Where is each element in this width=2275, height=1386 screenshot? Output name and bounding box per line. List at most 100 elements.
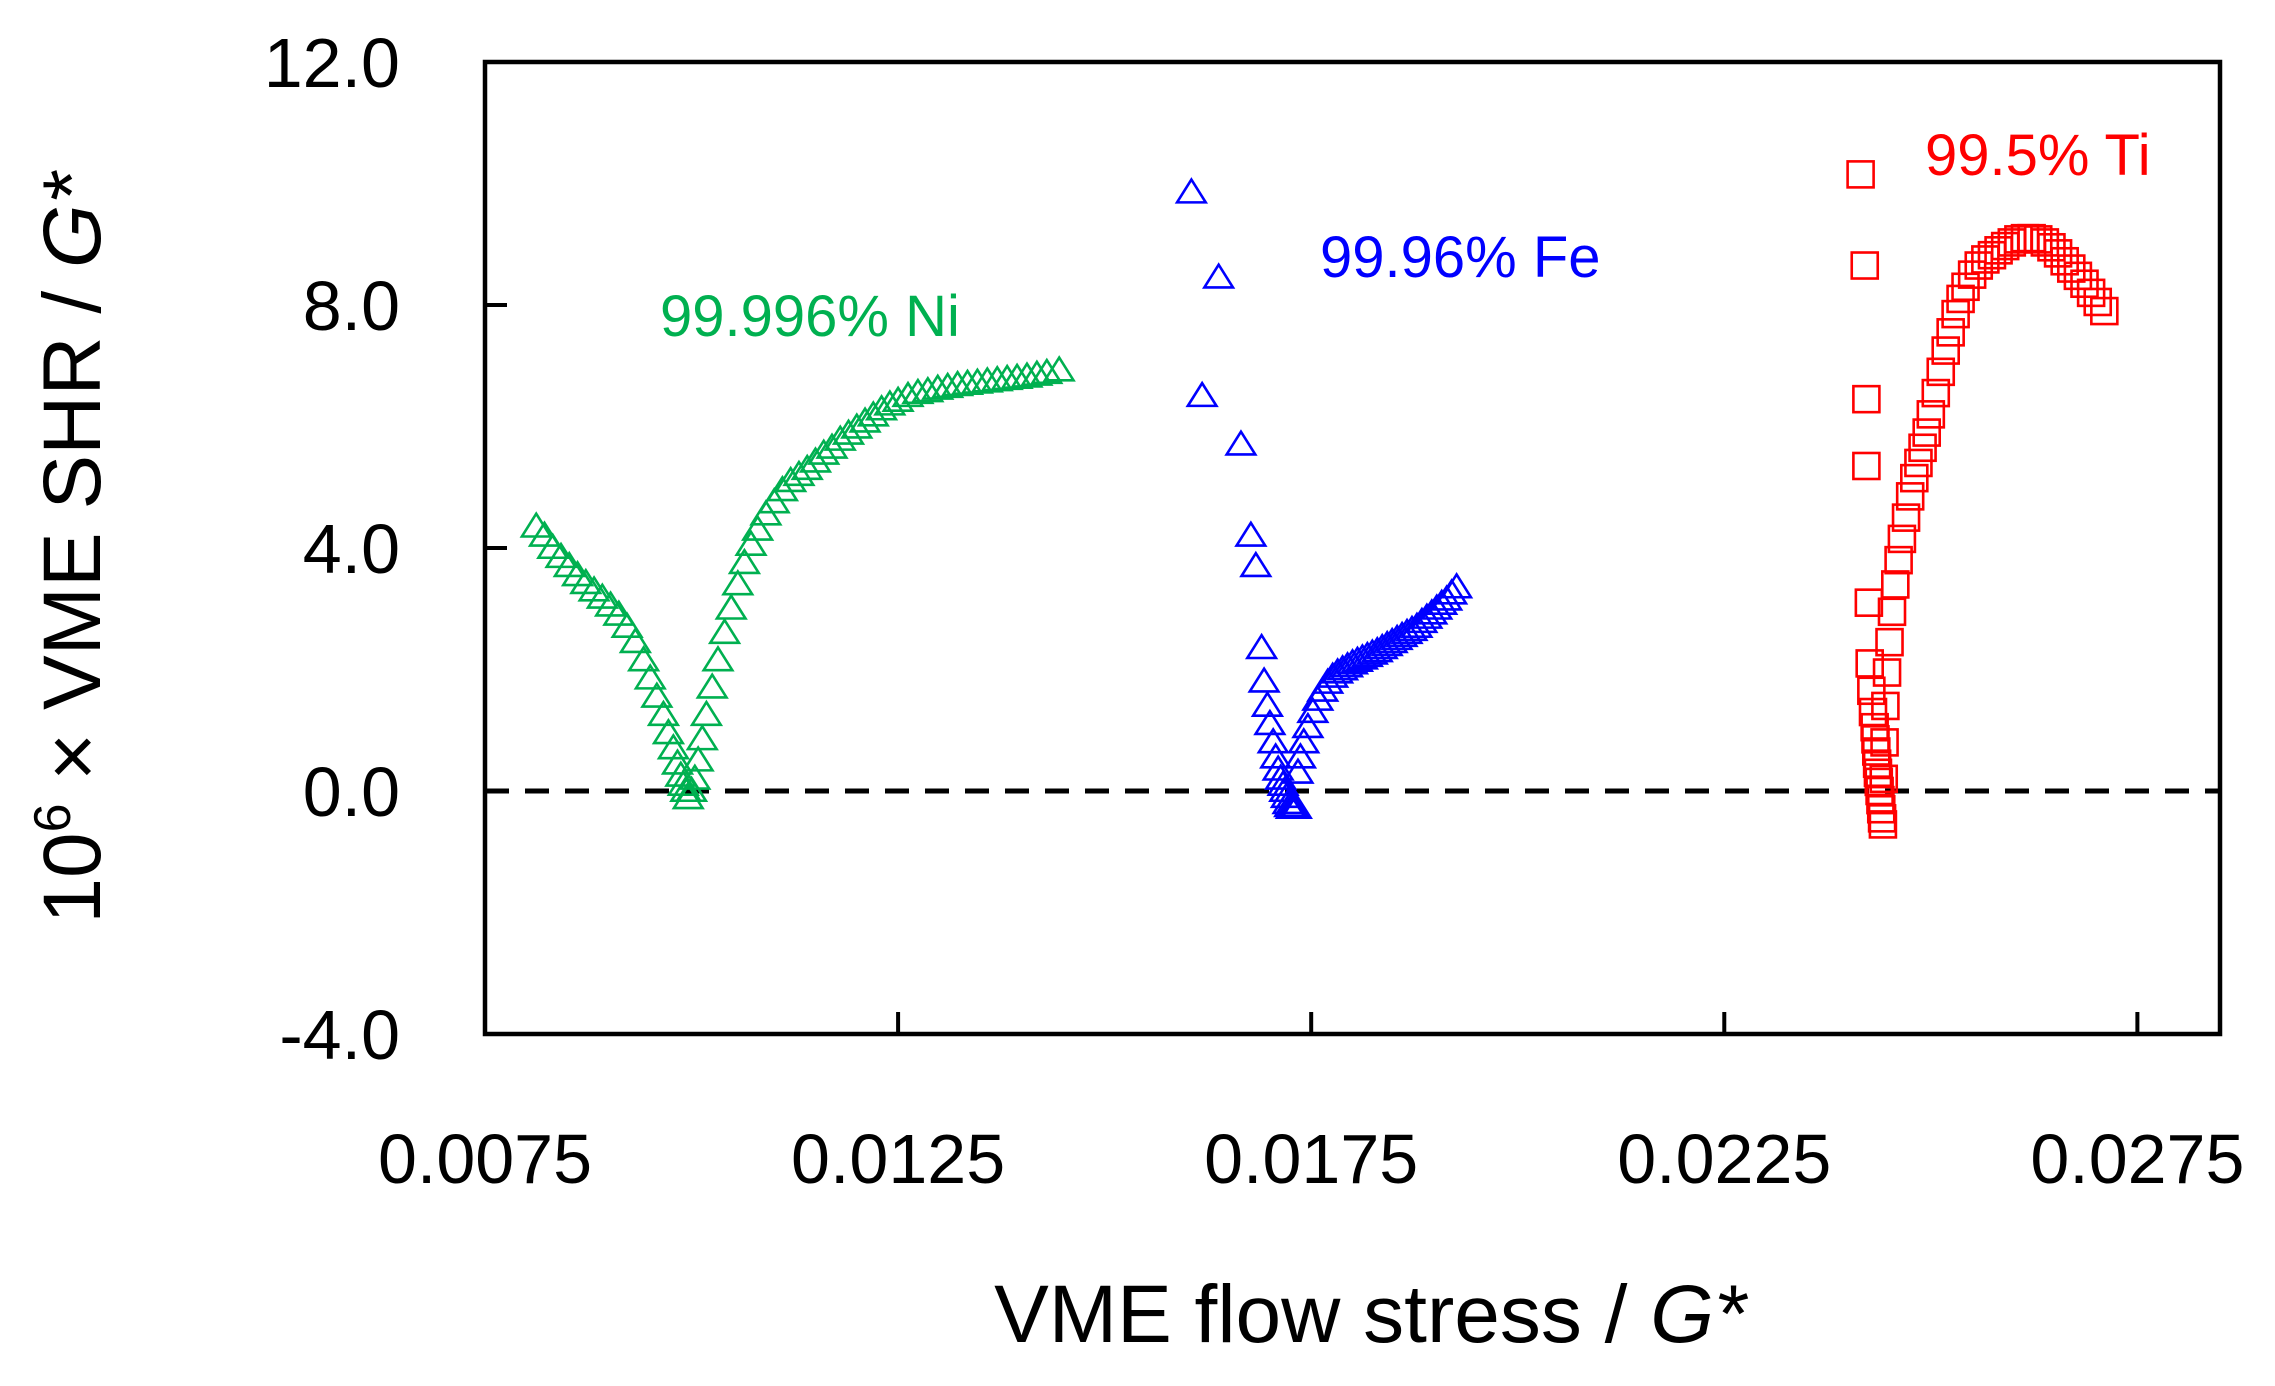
data-point	[1904, 448, 1933, 478]
data-point	[921, 373, 955, 400]
data-point	[1259, 742, 1293, 769]
data-point	[646, 699, 681, 727]
data-point	[782, 459, 816, 487]
data-point	[685, 723, 719, 751]
data-point	[1852, 384, 1881, 414]
data-point	[640, 681, 674, 708]
data-point	[1871, 691, 1900, 721]
data-point	[734, 529, 768, 557]
data-point	[1239, 550, 1273, 578]
y-tick-label: 12.0	[264, 24, 400, 102]
data-point	[1385, 620, 1419, 648]
data-point	[1926, 357, 1956, 387]
data-point	[1234, 520, 1268, 547]
data-point	[1846, 160, 1875, 189]
data-point	[1941, 299, 1970, 329]
data-point	[1852, 451, 1881, 481]
data-point	[1020, 359, 1054, 386]
y-tick-label: -4.0	[279, 996, 400, 1074]
data-point	[721, 569, 755, 596]
series-3	[1846, 160, 2119, 839]
data-point	[1185, 380, 1219, 408]
series-2	[1174, 177, 1474, 820]
data-point	[678, 763, 712, 790]
data-point	[1420, 593, 1454, 620]
data-point	[689, 699, 724, 727]
data-point	[1872, 658, 1902, 687]
y-tick-label: 0.0	[303, 753, 400, 831]
data-point	[701, 644, 735, 672]
data-point	[790, 453, 824, 481]
x-axis-title: VME flow stress / G*	[994, 1269, 1749, 1360]
data-point	[1287, 726, 1321, 754]
data-point	[1283, 742, 1318, 769]
data-point	[1875, 627, 1904, 657]
data-point	[1202, 262, 1236, 289]
data-point	[1900, 463, 1929, 493]
data-point	[681, 745, 715, 772]
series-label-3: 99.5% Ti	[1925, 123, 2151, 188]
x-tick-label: 0.0275	[2030, 1120, 2244, 1198]
data-point	[1244, 632, 1279, 660]
data-point	[1256, 726, 1290, 754]
data-point	[1855, 649, 1884, 678]
data-point	[1908, 433, 1937, 463]
data-point	[1042, 355, 1076, 382]
data-point	[2083, 287, 2113, 317]
x-tick-label: 0.0225	[1617, 1120, 1831, 1198]
data-point	[714, 593, 748, 620]
data-point	[1936, 318, 1965, 347]
data-point	[1916, 400, 1946, 429]
y-axis-title: 106 × VME SHR / G*	[24, 169, 118, 923]
data-point	[1868, 810, 1898, 839]
data-point	[633, 663, 667, 690]
data-point	[1174, 177, 1209, 204]
data-point	[1405, 606, 1439, 634]
data-point	[707, 617, 742, 645]
data-point	[1281, 757, 1315, 784]
data-point	[891, 380, 925, 408]
data-point	[618, 626, 653, 654]
x-tick-label: 0.0175	[1204, 1120, 1418, 1198]
series-1	[519, 355, 1076, 810]
data-point	[864, 394, 899, 421]
data-point	[660, 748, 695, 775]
series-label-2: 99.96% Fe	[1320, 225, 1601, 290]
data-point	[765, 474, 800, 502]
series-label-1: 99.996% Ni	[660, 284, 960, 349]
data-point	[1010, 361, 1044, 388]
data-point	[740, 514, 775, 541]
data-point	[1921, 378, 1951, 408]
data-point	[1850, 251, 1880, 280]
data-point	[1400, 611, 1434, 639]
data-point	[695, 672, 729, 699]
data-point	[727, 547, 762, 575]
data-point	[1030, 357, 1064, 385]
data-point	[901, 377, 935, 405]
data-point	[807, 438, 841, 465]
data-point	[2090, 296, 2119, 326]
data-point	[1854, 588, 1884, 617]
data-point	[1869, 764, 1899, 794]
data-point	[911, 375, 945, 403]
x-tick-label: 0.0125	[791, 1120, 1005, 1198]
data-point	[798, 446, 833, 473]
data-point	[1224, 429, 1258, 456]
data-point	[1891, 503, 1921, 532]
data-point	[527, 520, 562, 547]
data-point	[1931, 336, 1961, 365]
data-point	[610, 611, 644, 639]
data-point	[1291, 711, 1325, 739]
x-tick-label: 0.0075	[378, 1120, 592, 1198]
data-point	[1877, 597, 1907, 627]
data-point	[931, 371, 965, 399]
data-point	[815, 432, 849, 459]
data-point	[1912, 418, 1942, 447]
data-point	[1279, 792, 1313, 820]
y-tick-label: 4.0	[303, 510, 400, 588]
data-point	[1884, 545, 1913, 575]
data-point	[1415, 598, 1449, 625]
y-tick-label: 8.0	[303, 267, 400, 345]
